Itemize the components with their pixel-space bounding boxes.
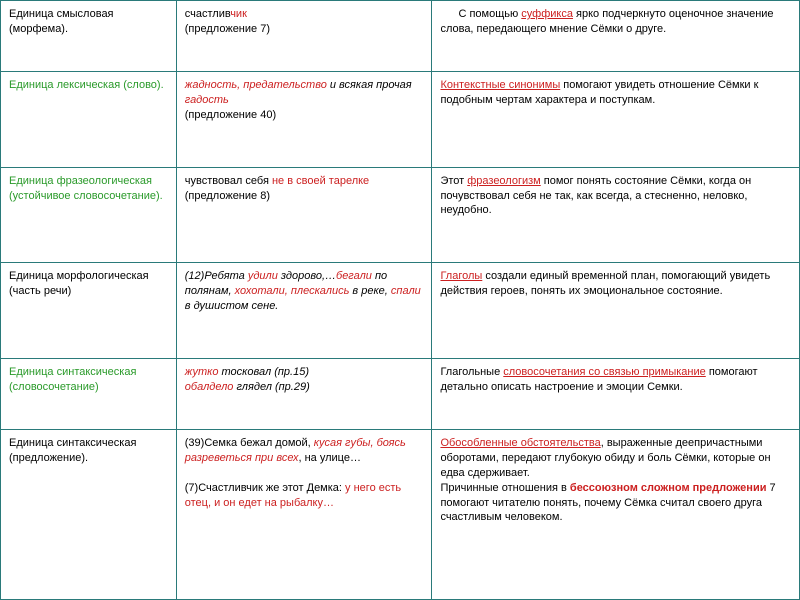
unit-name: Единица лексическая (слово). <box>9 79 164 91</box>
linguistic-units-table: Единица смысловая (морфема). счастливчик… <box>0 0 800 600</box>
highlight: удили <box>248 270 278 282</box>
unit-name: Единица морфологическая <box>9 270 149 282</box>
text: Этот <box>440 175 467 187</box>
reference: (предложение 7) <box>185 23 270 35</box>
highlight: не в своей тарелке <box>272 175 369 187</box>
unit-name: Единица синтаксическая (словосочетание) <box>9 366 136 393</box>
example-cell: (39)Семка бежал домой, кусая губы, боясь… <box>176 430 432 600</box>
unit-name: Единица смысловая <box>9 8 114 20</box>
unit-cell: Единица лексическая (слово). <box>1 72 177 168</box>
text: и всякая прочая <box>327 79 412 91</box>
term: бессоюзном сложном предложении <box>570 482 767 494</box>
highlight: жадность, предательство <box>185 79 327 91</box>
text: (12)Ребята <box>185 270 248 282</box>
highlight: чик <box>230 8 247 20</box>
reference: (предложение 8) <box>185 190 270 202</box>
unit-cell: Единица морфологическая (часть речи) <box>1 263 177 359</box>
text: в реке, <box>349 285 391 297</box>
highlight: гадость <box>185 94 229 106</box>
text: в душистом сене. <box>185 300 279 312</box>
text: создали единый временной план, помогающи… <box>440 270 770 297</box>
text: Глагольные <box>440 366 503 378</box>
highlight: хохотали, плескались <box>235 285 350 297</box>
text: чувствовал себя <box>185 175 272 187</box>
example-cell: счастливчик (предложение 7) <box>176 1 432 72</box>
table-row: Единица лексическая (слово). жадность, п… <box>1 72 800 168</box>
unit-name: Единица фразеологическая (устойчивое сло… <box>9 175 163 202</box>
explanation-cell: С помощью суффикса ярко подчеркнуто оцен… <box>432 1 800 72</box>
explanation-cell: Обособленные обстоятельства, выраженные … <box>432 430 800 600</box>
example-text: счастлив <box>185 8 230 20</box>
explanation-cell: Глаголы создали единый временной план, п… <box>432 263 800 359</box>
term: Обособленные обстоятельства <box>440 437 600 449</box>
unit-sub: (морфема). <box>9 23 68 35</box>
text: , на улице… <box>298 452 360 464</box>
text: тосковал (пр.15) <box>218 366 309 378</box>
term: Контекстные синонимы <box>440 79 560 91</box>
table-row: Единица синтаксическая (предложение). (3… <box>1 430 800 600</box>
unit-cell: Единица синтаксическая (предложение). <box>1 430 177 600</box>
example-cell: чувствовал себя не в своей тарелке (пред… <box>176 167 432 263</box>
unit-sub: (часть речи) <box>9 285 71 297</box>
text: Причинные отношения в <box>440 482 569 494</box>
highlight: спали <box>391 285 421 297</box>
text: С помощью <box>458 8 521 20</box>
text: глядел (пр.29) <box>233 381 309 393</box>
example-cell: жадность, предательство и всякая прочая … <box>176 72 432 168</box>
reference: (предложение 40) <box>185 109 276 121</box>
text: (7)Счастливчик же этот Демка: <box>185 482 345 494</box>
unit-cell: Единица смысловая (морфема). <box>1 1 177 72</box>
text: здорово,… <box>278 270 336 282</box>
unit-name: Единица синтаксическая (предложение). <box>9 437 136 464</box>
term: словосочетания со связью примыкание <box>503 366 706 378</box>
term: суффикса <box>521 8 573 20</box>
table-row: Единица фразеологическая (устойчивое сло… <box>1 167 800 263</box>
highlight: обалдело <box>185 381 234 393</box>
table-row: Единица синтаксическая (словосочетание) … <box>1 359 800 430</box>
unit-cell: Единица синтаксическая (словосочетание) <box>1 359 177 430</box>
text: (39)Семка бежал домой, <box>185 437 314 449</box>
table-row: Единица смысловая (морфема). счастливчик… <box>1 1 800 72</box>
unit-cell: Единица фразеологическая (устойчивое сло… <box>1 167 177 263</box>
term: Глаголы <box>440 270 482 282</box>
explanation-cell: Этот фразеологизм помог понять состояние… <box>432 167 800 263</box>
example-cell: (12)Ребята удили здорово,…бегали по поля… <box>176 263 432 359</box>
highlight: бегали <box>336 270 372 282</box>
table-row: Единица морфологическая (часть речи) (12… <box>1 263 800 359</box>
explanation-cell: Контекстные синонимы помогают увидеть от… <box>432 72 800 168</box>
highlight: жутко <box>185 366 219 378</box>
example-cell: жутко тосковал (пр.15) обалдело глядел (… <box>176 359 432 430</box>
explanation-cell: Глагольные словосочетания со связью прим… <box>432 359 800 430</box>
term: фразеологизм <box>467 175 541 187</box>
